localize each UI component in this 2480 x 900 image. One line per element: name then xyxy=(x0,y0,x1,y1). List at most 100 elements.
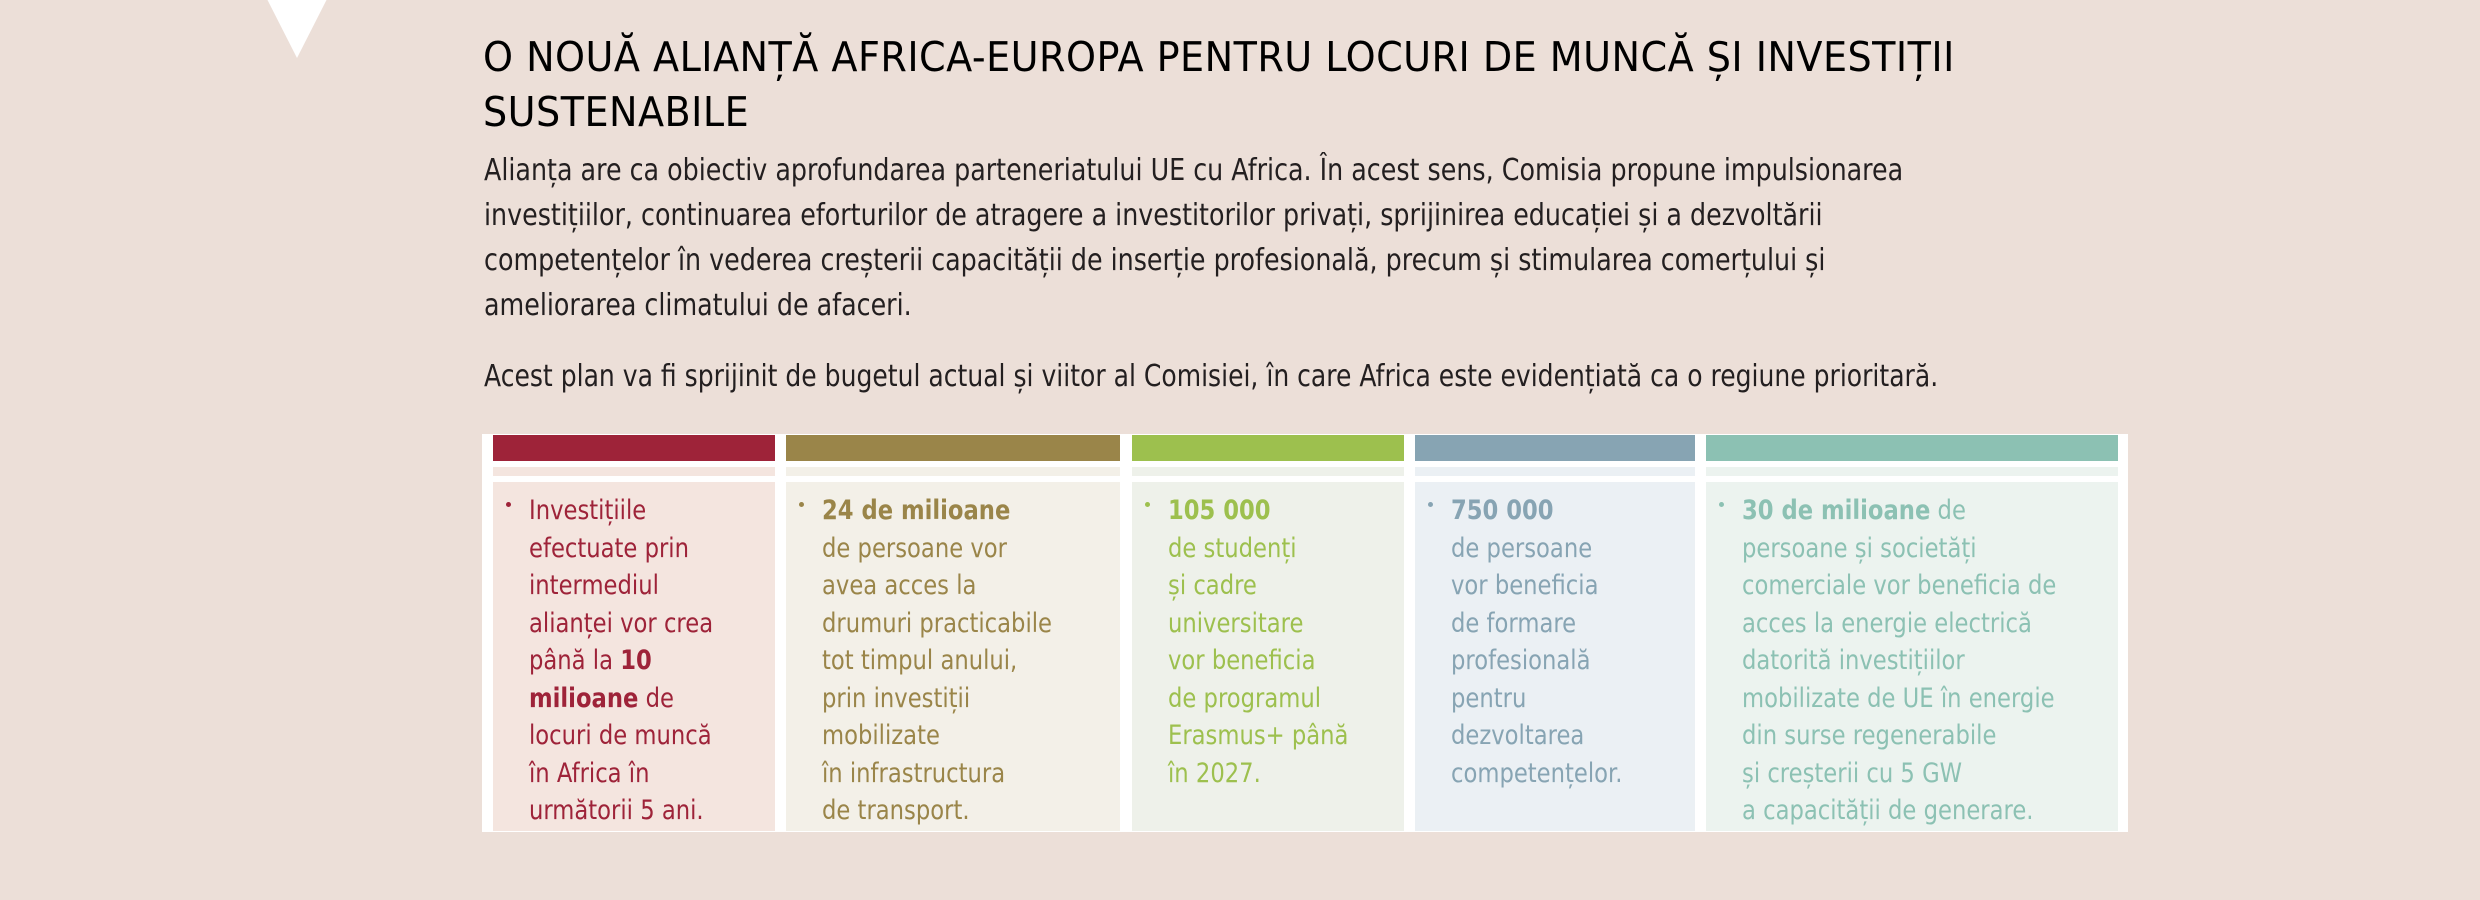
card-text-line: locuri de muncă xyxy=(529,717,713,755)
card-text-line: drumuri practicabile xyxy=(822,605,1052,643)
card-color-bar xyxy=(493,435,775,461)
card-text-line: dezvoltarea xyxy=(1451,717,1622,755)
card-text-line: 24 de milioane xyxy=(822,492,1052,530)
card-text-line: până la 10 xyxy=(529,642,713,680)
card-text-line: tot timpul anului, xyxy=(822,642,1052,680)
card-text-line: milioane de xyxy=(529,680,713,718)
text-regular: în Africa în xyxy=(529,757,650,789)
text-regular: în infrastructura xyxy=(822,757,1006,789)
text-highlight: 30 de milioane xyxy=(1742,495,1931,526)
card-text-line: de transport. xyxy=(822,792,1052,830)
text-highlight: milioane xyxy=(529,682,639,714)
card-text-line: universitare xyxy=(1168,605,1348,643)
card-text-line: de persoane vor xyxy=(822,530,1052,568)
card-text-line: profesională xyxy=(1451,642,1622,680)
card-text-line: efectuate prin xyxy=(529,530,713,568)
card-text-line: vor beneficia xyxy=(1168,642,1348,680)
text-regular: de transport. xyxy=(822,795,970,826)
text-regular: vor beneficia xyxy=(1451,570,1599,601)
text-regular: de xyxy=(638,682,674,714)
card-text-line: în Africa în xyxy=(529,755,713,793)
card-text-line: alianței vor crea xyxy=(529,605,713,643)
card-color-bar xyxy=(786,435,1120,461)
card-text-line: Investițiile xyxy=(529,492,713,530)
card-text-line: avea acces la xyxy=(822,567,1052,605)
title-line-2: SUSTENABILE xyxy=(483,88,750,136)
card-text-line: intermediul xyxy=(529,567,713,605)
card-tint-strip xyxy=(786,467,1120,476)
stat-card-erasmus: 105 000 de studenți și cadre universitare vo… xyxy=(1132,435,1404,831)
card-text-line: 105 000 xyxy=(1168,492,1348,530)
card-body: 24 de milioane de persoane vor avea acces … xyxy=(786,482,1120,831)
stat-card-roads: 24 de milioane de persoane vor avea acces … xyxy=(786,435,1120,831)
text-regular: mobilizate de UE în energie xyxy=(1742,682,2055,714)
card-tint-strip xyxy=(1132,467,1404,476)
text-regular: în 2027. xyxy=(1168,757,1261,789)
text-highlight: 10 xyxy=(620,645,652,676)
text-regular: și creșterii cu 5 GW xyxy=(1742,757,1963,789)
card-tint-strip xyxy=(493,467,775,476)
text-regular: avea acces la xyxy=(822,570,977,601)
text-highlight: 750 000 xyxy=(1451,495,1554,526)
card-tint-strip xyxy=(1706,467,2118,476)
text-regular: profesională xyxy=(1451,645,1591,676)
text-highlight: 105 000 xyxy=(1168,495,1271,526)
card-text-line: comerciale vor beneficia de xyxy=(1742,567,2056,605)
card-text-line: vor beneficia xyxy=(1451,567,1622,605)
text-regular: drumuri practicabile xyxy=(822,607,1053,639)
card-text-line: următorii 5 ani. xyxy=(529,792,713,830)
bullet-icon xyxy=(799,502,804,507)
text-regular: efectuate prin xyxy=(529,532,689,564)
bullet-icon xyxy=(1145,502,1150,507)
card-text-line: din surse regenerabile xyxy=(1742,717,2056,755)
card-text: 30 de milioane de persoane și societăți co… xyxy=(1742,492,2056,830)
card-text-line: mobilizate xyxy=(822,717,1052,755)
intro-line: investițiilor, continuarea eforturilor d… xyxy=(484,198,1823,233)
card-text-line: în 2027. xyxy=(1168,755,1348,793)
budget-paragraph: Acest plan va fi sprijinit de bugetul ac… xyxy=(484,359,1939,394)
card-text-line: de persoane xyxy=(1451,530,1622,568)
card-text-line: mobilizate de UE în energie xyxy=(1742,680,2056,718)
text-regular: dezvoltarea xyxy=(1451,720,1585,751)
text-regular: prin investiții xyxy=(822,682,971,714)
text-highlight: 24 de milioane xyxy=(822,495,1011,526)
card-text-line: persoane și societăți xyxy=(1742,530,2056,568)
card-color-bar xyxy=(1415,435,1695,461)
text-regular: tot timpul anului, xyxy=(822,645,1018,676)
bullet-icon xyxy=(1719,502,1724,507)
card-text-line: prin investiții xyxy=(822,680,1052,718)
card-text-line: 750 000 xyxy=(1451,492,1622,530)
text-regular: din surse regenerabile xyxy=(1742,720,1997,751)
text-regular: mobilizate xyxy=(822,720,940,751)
bullet-icon xyxy=(1428,502,1433,507)
text-regular: alianței vor crea xyxy=(529,607,714,639)
text-regular: de studenți xyxy=(1168,532,1297,564)
card-text-line: competențelor. xyxy=(1451,755,1622,793)
decorative-notch xyxy=(237,0,357,58)
stat-card-training: 750 000 de persoane vor beneficia de formar… xyxy=(1415,435,1695,831)
card-body: Investițiile efectuate prin intermediul ali… xyxy=(493,482,775,831)
text-regular: locuri de muncă xyxy=(529,720,712,751)
text-regular: Erasmus+ până xyxy=(1168,720,1349,751)
text-regular: de formare xyxy=(1451,607,1577,639)
stat-card-jobs: Investițiile efectuate prin intermediul ali… xyxy=(493,435,775,831)
text-regular: și cadre xyxy=(1168,570,1257,601)
stats-panel: Investițiile efectuate prin intermediul ali… xyxy=(482,434,2128,832)
card-text-line: de formare xyxy=(1451,605,1622,643)
text-regular: datorită investițiilor xyxy=(1742,645,1965,676)
bullet-icon xyxy=(506,502,511,507)
card-body: 30 de milioane de persoane și societăți co… xyxy=(1706,482,2118,831)
intro-line: competențelor în vederea creșterii capac… xyxy=(484,243,1826,278)
page-title: O NOUĂ ALIANȚĂ AFRICA-EUROPA PENTRU LOCU… xyxy=(483,30,2064,140)
title-line-1: O NOUĂ ALIANȚĂ AFRICA-EUROPA PENTRU LOCU… xyxy=(483,33,1955,81)
text-regular: competențelor. xyxy=(1451,757,1623,789)
card-color-bar xyxy=(1132,435,1404,461)
card-color-bar xyxy=(1706,435,2118,461)
card-tint-strip xyxy=(1415,467,1695,476)
intro-paragraph: Alianța are ca obiectiv aprofundarea par… xyxy=(484,148,1921,328)
text-regular: de programul xyxy=(1168,682,1322,714)
card-text-line: Erasmus+ până xyxy=(1168,717,1348,755)
text-regular: universitare xyxy=(1168,607,1304,639)
card-text-line: de programul xyxy=(1168,680,1348,718)
text-regular: de persoane xyxy=(1451,532,1593,564)
